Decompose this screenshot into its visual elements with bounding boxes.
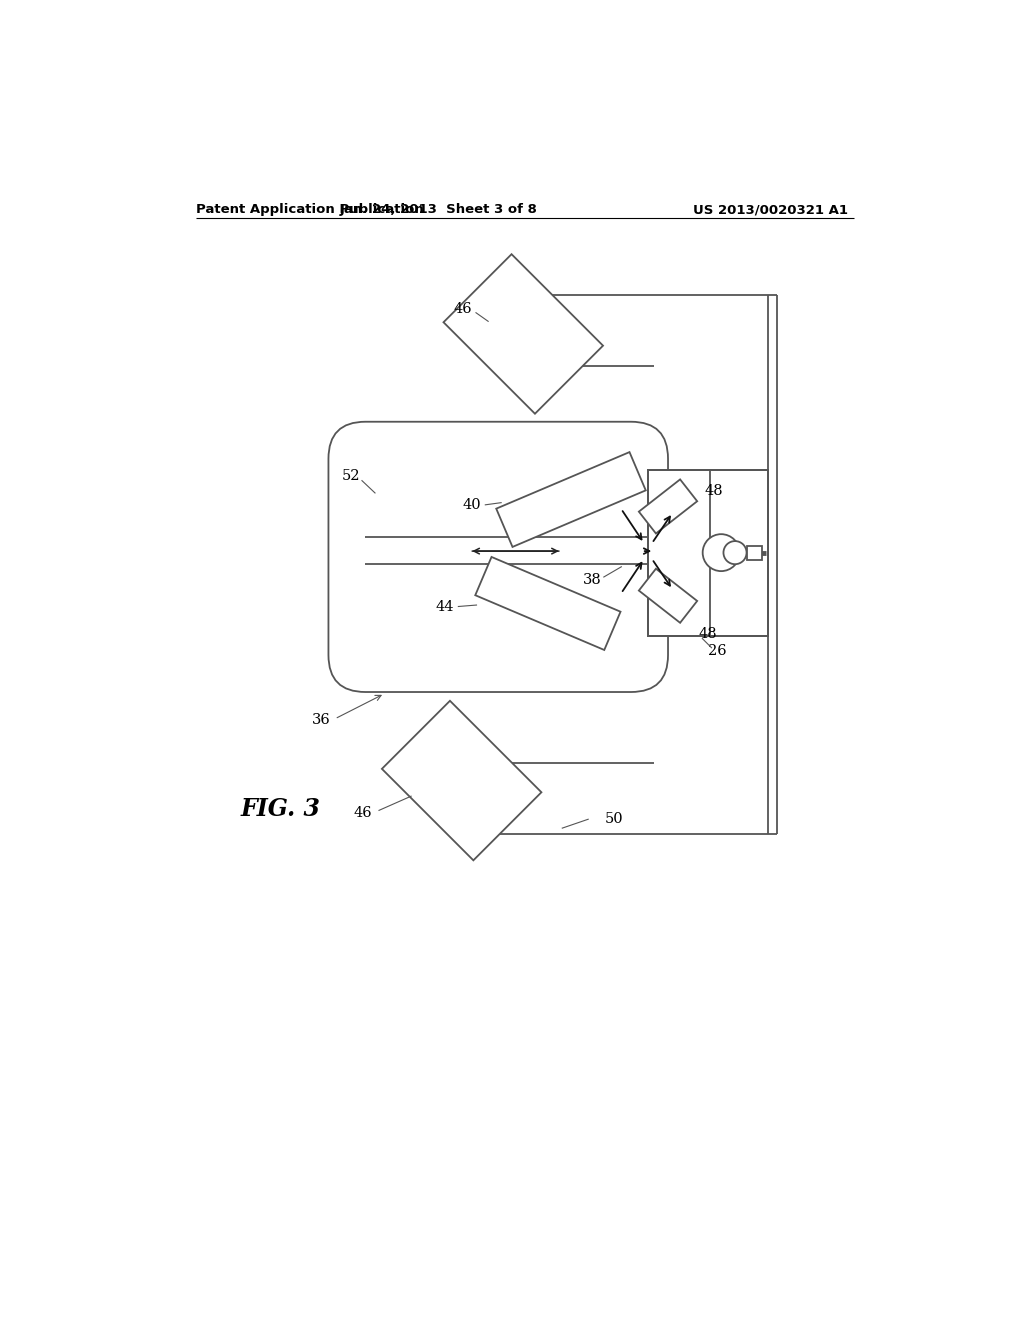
Circle shape <box>724 541 746 564</box>
Text: 46: 46 <box>353 807 373 820</box>
Text: 40: 40 <box>463 498 481 512</box>
Text: 52: 52 <box>342 470 360 483</box>
Text: 48: 48 <box>698 627 718 642</box>
Polygon shape <box>497 451 646 546</box>
Text: 50: 50 <box>605 812 624 826</box>
Text: 36: 36 <box>312 714 331 727</box>
Text: US 2013/0020321 A1: US 2013/0020321 A1 <box>692 203 848 216</box>
Text: 44: 44 <box>435 601 454 614</box>
Text: 46: 46 <box>454 302 472 317</box>
Bar <box>746 545 762 560</box>
FancyBboxPatch shape <box>329 422 668 692</box>
Polygon shape <box>639 479 697 533</box>
Text: Patent Application Publication: Patent Application Publication <box>196 203 424 216</box>
Text: 26: 26 <box>708 644 727 659</box>
Text: FIG. 3: FIG. 3 <box>241 797 321 821</box>
Polygon shape <box>443 255 603 413</box>
Bar <box>648 470 768 636</box>
Text: 38: 38 <box>584 573 602 587</box>
Polygon shape <box>639 569 697 623</box>
Polygon shape <box>475 557 621 649</box>
Circle shape <box>702 535 739 572</box>
Text: 48: 48 <box>705 484 723 498</box>
Text: Jan. 24, 2013  Sheet 3 of 8: Jan. 24, 2013 Sheet 3 of 8 <box>340 203 538 216</box>
Polygon shape <box>382 701 542 861</box>
